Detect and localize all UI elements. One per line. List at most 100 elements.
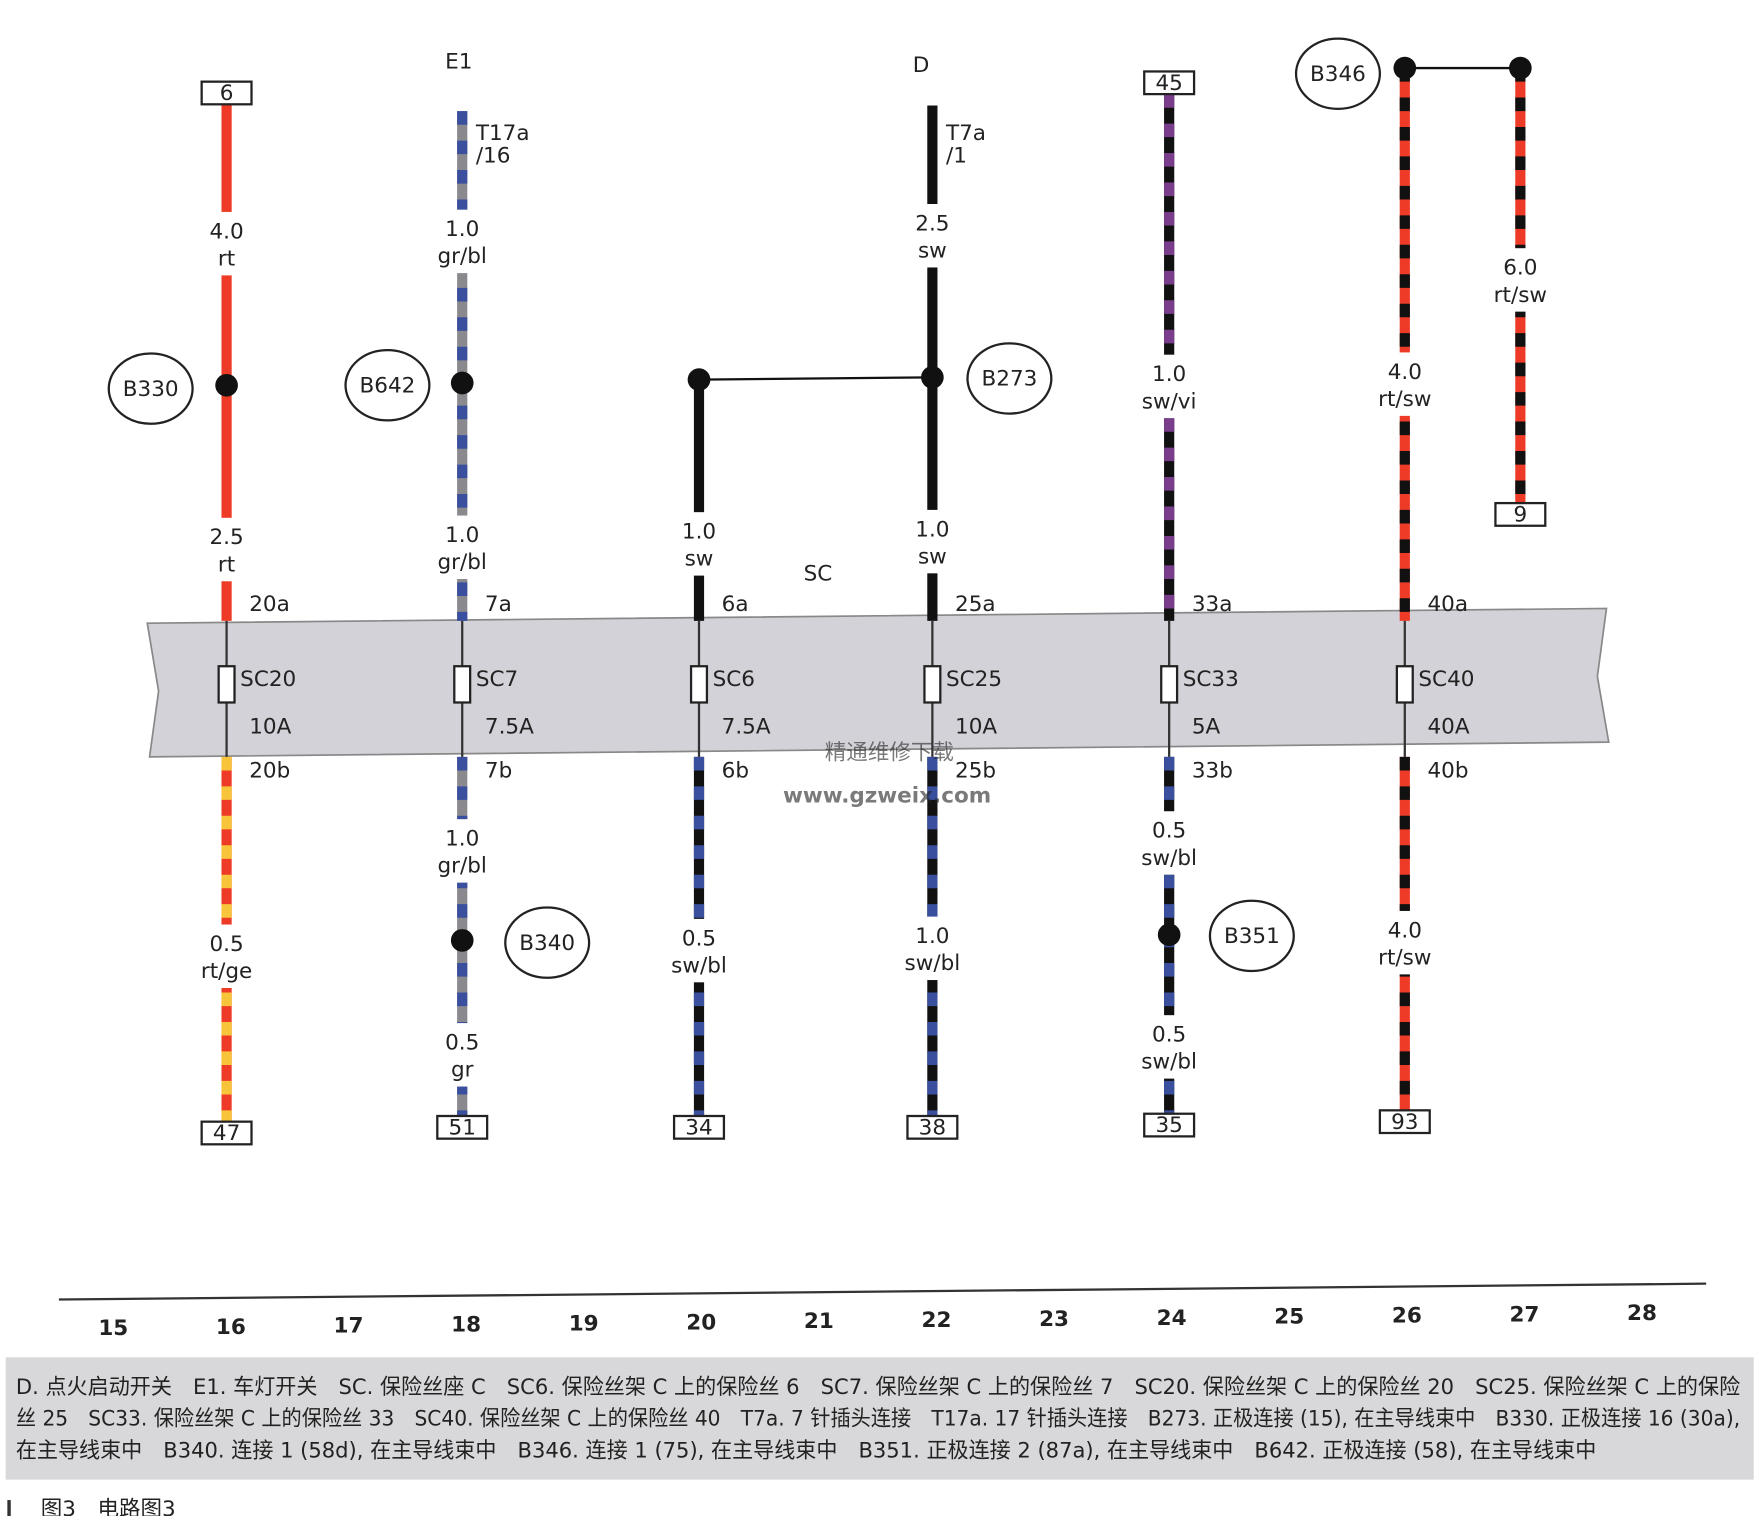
label-gap [419,209,506,274]
pin-in: 33a [1192,592,1233,617]
wire-size: 4.0 [1388,918,1422,943]
splice-dot [215,373,238,397]
splice-ring [1294,37,1382,110]
wire-color: rt/sw [1378,946,1431,971]
fuse-name: SC40 [1418,667,1474,692]
fuse-rating: 10A [955,714,997,739]
wire-color: rt [218,247,235,272]
wire-color: sw [918,544,947,569]
component-label: E1 [445,49,472,74]
terminal-box [672,1114,726,1140]
splice-label: B273 [982,367,1038,392]
terminal-box [200,1120,253,1146]
link-wire [698,376,933,381]
splice-ring [1208,899,1295,973]
splice-label: B330 [123,377,179,402]
pin-out: 20b [249,759,290,784]
fuse-name: SC7 [476,667,518,692]
terminal-number: 47 [213,1121,240,1146]
splice-dot [450,371,474,395]
scale-number: 27 [1509,1302,1539,1327]
wire-size: 1.0 [445,217,479,242]
legend-line: D. 点火启动开关 E1. 车灯开关 SC. 保险丝座 C SC6. 保险丝架 … [16,1375,1741,1400]
scale-number: 25 [1274,1305,1304,1330]
fuse-holder-label: SC [804,561,833,586]
scale-number: 20 [686,1310,716,1335]
wire-color: sw/bl [671,953,727,978]
wire-size: 0.5 [209,932,243,957]
splice-label: B346 [1310,62,1366,87]
wire-size: 0.5 [1152,819,1186,844]
pin-out: 25b [955,759,996,784]
label-gap [1361,352,1448,416]
splice-ring [107,352,194,425]
wire-size: 1.0 [915,924,949,949]
pin-in: 40a [1427,592,1468,617]
fuse-holder-band [146,607,1610,758]
scale-number: 17 [334,1314,364,1339]
terminal-box [1143,1112,1196,1138]
terminal-box [1494,501,1547,527]
label-gap [1126,811,1213,875]
fuse [453,665,472,704]
scale-number: 28 [1627,1301,1657,1326]
terminal-number: 93 [1391,1110,1418,1135]
scale-number: 23 [1039,1307,1069,1332]
connector-label: /16 [476,143,511,168]
splice-label: B340 [519,931,575,956]
terminal-box [1143,70,1196,96]
terminal-number: 51 [449,1115,476,1140]
fuse-rating: 7.5A [485,714,534,739]
label-gap [1361,910,1448,975]
pin-in: 20a [249,592,290,617]
wire-size: 0.5 [682,926,716,951]
label-gap [889,509,976,574]
label-gap [1477,248,1564,312]
fuse-rating: 10A [249,714,291,739]
caption: 图3 电路图3 [41,1497,176,1516]
fuse [217,665,236,704]
wire-color: gr [451,1058,474,1083]
fuse-name: SC6 [713,667,755,692]
terminal-box [1378,1109,1431,1135]
splice-dot [1393,56,1417,80]
wire-color: sw/bl [905,951,961,976]
connector-label: /1 [946,143,967,168]
fuse-rating: 7.5A [722,714,771,739]
wire-color: gr/bl [438,854,487,879]
legend-line: 在主导线束中 B340. 连接 1 (58d), 在主导线束中 B346. 连接… [16,1438,1596,1463]
label-gap [655,918,743,983]
terminal-number: 34 [685,1115,712,1140]
terminal-number: 6 [220,81,234,106]
label-gap [889,916,976,981]
label-gap [419,1023,506,1087]
label-gap [889,204,976,268]
wire-color: sw [685,547,714,572]
terminal-box [436,1114,489,1140]
label-gap [183,211,270,276]
scale-number: 24 [1157,1306,1187,1331]
wire-size: 6.0 [1503,256,1537,281]
splice-dot [921,366,944,389]
splice-label: B642 [360,373,416,398]
wire-size: 0.5 [445,1030,479,1055]
component-label: D [913,53,930,78]
scale-line [58,1282,1707,1301]
wire-color: rt/sw [1494,283,1547,308]
splice-dot [450,929,474,952]
pin-out: 33b [1192,759,1233,784]
label-gap [1126,354,1213,419]
wire-color: sw/vi [1142,389,1197,414]
fuse-rating: 40A [1427,714,1469,739]
label-gap [183,517,270,582]
legend-box [5,1357,1754,1480]
splice-dot [1157,923,1181,947]
wire-size: 1.0 [682,520,716,545]
wire-size: 2.5 [915,211,949,236]
fuse-name: SC20 [240,667,296,692]
connector-label: T17a [475,121,530,146]
splice-dot [687,368,711,391]
terminal-box [906,1114,959,1140]
